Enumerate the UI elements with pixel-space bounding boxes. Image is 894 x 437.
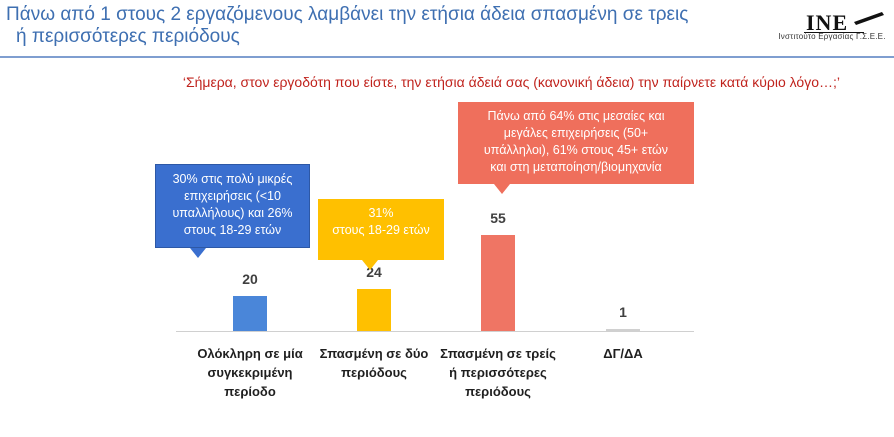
annotation-callout-1: 30% στις πολύ μικρές επιχειρήσεις (<10 υπα…	[155, 164, 310, 248]
category-label-3: Σπασμένη σε τρείς ή περισσότερες περιόδους	[440, 346, 556, 399]
bar-value-label-1: 20	[242, 271, 258, 287]
category-label-1: Ολόκληρη σε μία συγκεκριμένη περίοδο	[197, 346, 303, 399]
logo-text: ΙΝΕ	[806, 10, 848, 35]
category-label-2: Σπασμένη σε δύο περιόδους	[319, 346, 429, 380]
title-line-2: ή περισσότερες περιόδους	[16, 26, 240, 47]
callout-pointer-3	[494, 184, 510, 194]
title-line-1: Πάνω από 1 στους 2 εργαζόμενους λαμβάνει…	[6, 4, 689, 25]
annotation-callout-2: 31% στους 18-29 ετών	[318, 199, 444, 260]
annotation-callout-3: Πάνω από 64% στις μεσαίες και μεγάλες επι…	[458, 102, 694, 184]
callout-pointer-1	[190, 248, 206, 258]
pen-icon	[854, 12, 884, 25]
survey-question: ‘Σήμερα, στον εργοδότη που είστε, την ετ…	[182, 74, 840, 90]
ine-logo: ΙΝΕ	[804, 10, 884, 35]
category-label-4: ΔΓ/ΔΑ	[603, 346, 643, 361]
bar-4	[606, 329, 640, 331]
bar-value-label-3: 55	[490, 210, 506, 226]
title-divider	[0, 56, 894, 58]
bar-1	[233, 296, 267, 331]
bar-value-label-4: 1	[619, 304, 627, 320]
x-axis-line	[176, 331, 694, 332]
bar-2	[357, 289, 391, 331]
bar-3	[481, 235, 515, 331]
logo-subtitle: Ινστιτούτο Εργασίας Γ.Σ.Ε.Ε.	[778, 32, 886, 41]
page-title: Πάνω από 1 στους 2 εργαζόμενους λαμβάνει…	[6, 4, 746, 48]
callout-pointer-2	[362, 260, 378, 270]
